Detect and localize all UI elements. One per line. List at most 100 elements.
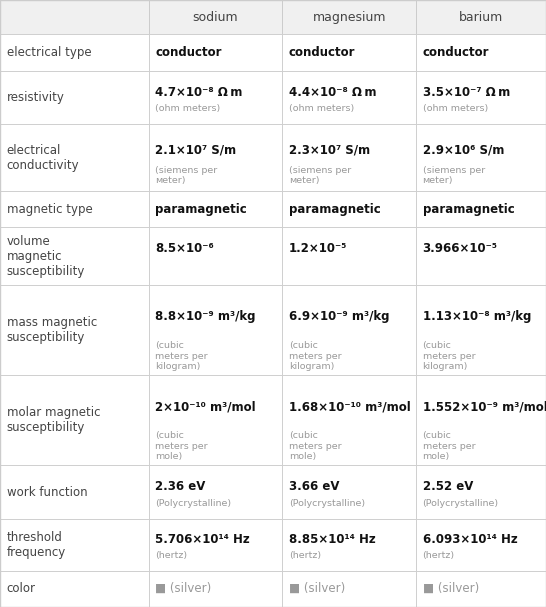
Text: 2.52 eV: 2.52 eV [423, 481, 473, 493]
Text: 2×10⁻¹⁰ m³/mol: 2×10⁻¹⁰ m³/mol [155, 401, 256, 413]
Text: 6.9×10⁻⁹ m³/kg: 6.9×10⁻⁹ m³/kg [289, 311, 389, 324]
Bar [416, 0, 546, 35]
Bar [0, 35, 149, 71]
Text: barium: barium [459, 11, 503, 24]
Bar [416, 285, 546, 375]
Bar [416, 191, 546, 228]
Text: volume
magnetic
susceptibility: volume magnetic susceptibility [7, 235, 85, 278]
Text: electrical type: electrical type [7, 46, 91, 59]
Bar [149, 0, 282, 35]
Bar [149, 285, 282, 375]
Text: 8.8×10⁻⁹ m³/kg: 8.8×10⁻⁹ m³/kg [155, 311, 256, 324]
Bar [416, 375, 546, 466]
Text: 4.4×10⁻⁸ Ω m: 4.4×10⁻⁸ Ω m [289, 86, 376, 99]
Text: ■ (silver): ■ (silver) [423, 582, 479, 595]
Text: paramagnetic: paramagnetic [155, 203, 247, 215]
Text: (cubic
meters per
mole): (cubic meters per mole) [155, 431, 207, 461]
Text: conductor: conductor [289, 46, 355, 59]
Bar [0, 0, 149, 35]
Bar [416, 35, 546, 71]
Bar [149, 466, 282, 519]
Text: 3.5×10⁻⁷ Ω m: 3.5×10⁻⁷ Ω m [423, 86, 510, 99]
Text: 4.7×10⁻⁸ Ω m: 4.7×10⁻⁸ Ω m [155, 86, 242, 99]
Text: magnesium: magnesium [312, 11, 386, 24]
Text: (cubic
meters per
mole): (cubic meters per mole) [423, 431, 475, 461]
Text: (Polycrystalline): (Polycrystalline) [155, 499, 231, 507]
Bar [0, 519, 149, 571]
Text: (Polycrystalline): (Polycrystalline) [289, 499, 365, 507]
Text: 3.966×10⁻⁵: 3.966×10⁻⁵ [423, 242, 497, 255]
Text: 1.552×10⁻⁹ m³/mol: 1.552×10⁻⁹ m³/mol [423, 401, 546, 413]
Text: conductor: conductor [155, 46, 222, 59]
Text: paramagnetic: paramagnetic [423, 203, 514, 215]
Text: (cubic
meters per
mole): (cubic meters per mole) [289, 431, 341, 461]
Bar [0, 375, 149, 466]
Text: (siemens per
мeter): (siemens per мeter) [155, 166, 217, 185]
Text: mass magnetic
susceptibility: mass magnetic susceptibility [7, 316, 97, 344]
Bar [0, 71, 149, 124]
Text: 6.093×10¹⁴ Hz: 6.093×10¹⁴ Hz [423, 534, 518, 546]
Bar [416, 228, 546, 285]
Bar [282, 124, 416, 191]
Bar [282, 191, 416, 228]
Text: electrical
conductivity: electrical conductivity [7, 144, 79, 172]
Text: ■ (silver): ■ (silver) [155, 582, 211, 595]
Text: resistivity: resistivity [7, 91, 64, 104]
Text: (cubic
meters per
kilogram): (cubic meters per kilogram) [155, 341, 207, 371]
Bar [149, 375, 282, 466]
Bar [282, 228, 416, 285]
Bar [149, 191, 282, 228]
Text: 2.9×10⁶ S/m: 2.9×10⁶ S/m [423, 143, 504, 156]
Bar [0, 571, 149, 607]
Text: conductor: conductor [423, 46, 489, 59]
Text: (siemens per
мeter): (siemens per мeter) [423, 166, 485, 185]
Text: (hertz): (hertz) [423, 551, 455, 560]
Text: sodium: sodium [193, 11, 238, 24]
Bar [282, 375, 416, 466]
Text: magnetic type: magnetic type [7, 203, 92, 215]
Bar [282, 285, 416, 375]
Text: work function: work function [7, 486, 87, 499]
Text: molar magnetic
susceptibility: molar magnetic susceptibility [7, 407, 100, 435]
Bar [282, 519, 416, 571]
Bar [416, 466, 546, 519]
Bar [0, 228, 149, 285]
Text: ■ (silver): ■ (silver) [289, 582, 345, 595]
Text: (ohm meters): (ohm meters) [289, 104, 354, 113]
Text: (cubic
meters per
kilogram): (cubic meters per kilogram) [423, 341, 475, 371]
Text: (cubic
meters per
kilogram): (cubic meters per kilogram) [289, 341, 341, 371]
Text: (hertz): (hertz) [289, 551, 321, 560]
Bar [149, 228, 282, 285]
Bar [0, 0, 546, 35]
Bar [416, 519, 546, 571]
Text: (ohm meters): (ohm meters) [155, 104, 221, 113]
Bar [282, 71, 416, 124]
Text: 1.2×10⁻⁵: 1.2×10⁻⁵ [289, 242, 347, 255]
Bar [0, 285, 149, 375]
Text: 8.5×10⁻⁶: 8.5×10⁻⁶ [155, 242, 214, 255]
Text: 2.36 eV: 2.36 eV [155, 481, 205, 493]
Bar [149, 71, 282, 124]
Text: 2.1×10⁷ S/m: 2.1×10⁷ S/m [155, 143, 236, 156]
Bar [282, 571, 416, 607]
Bar [416, 71, 546, 124]
Bar [282, 0, 416, 35]
Text: (ohm meters): (ohm meters) [423, 104, 488, 113]
Bar [0, 124, 149, 191]
Bar [416, 124, 546, 191]
Text: 5.706×10¹⁴ Hz: 5.706×10¹⁴ Hz [155, 534, 250, 546]
Text: threshold
frequency: threshold frequency [7, 531, 66, 559]
Bar [149, 571, 282, 607]
Text: 1.68×10⁻¹⁰ m³/mol: 1.68×10⁻¹⁰ m³/mol [289, 401, 411, 413]
Text: paramagnetic: paramagnetic [289, 203, 381, 215]
Bar [149, 124, 282, 191]
Bar [282, 466, 416, 519]
Bar [149, 35, 282, 71]
Text: (Polycrystalline): (Polycrystalline) [423, 499, 498, 507]
Text: 2.3×10⁷ S/m: 2.3×10⁷ S/m [289, 143, 370, 156]
Bar [149, 519, 282, 571]
Text: 1.13×10⁻⁸ m³/kg: 1.13×10⁻⁸ m³/kg [423, 311, 531, 324]
Text: 8.85×10¹⁴ Hz: 8.85×10¹⁴ Hz [289, 534, 376, 546]
Text: color: color [7, 582, 35, 595]
Bar [282, 35, 416, 71]
